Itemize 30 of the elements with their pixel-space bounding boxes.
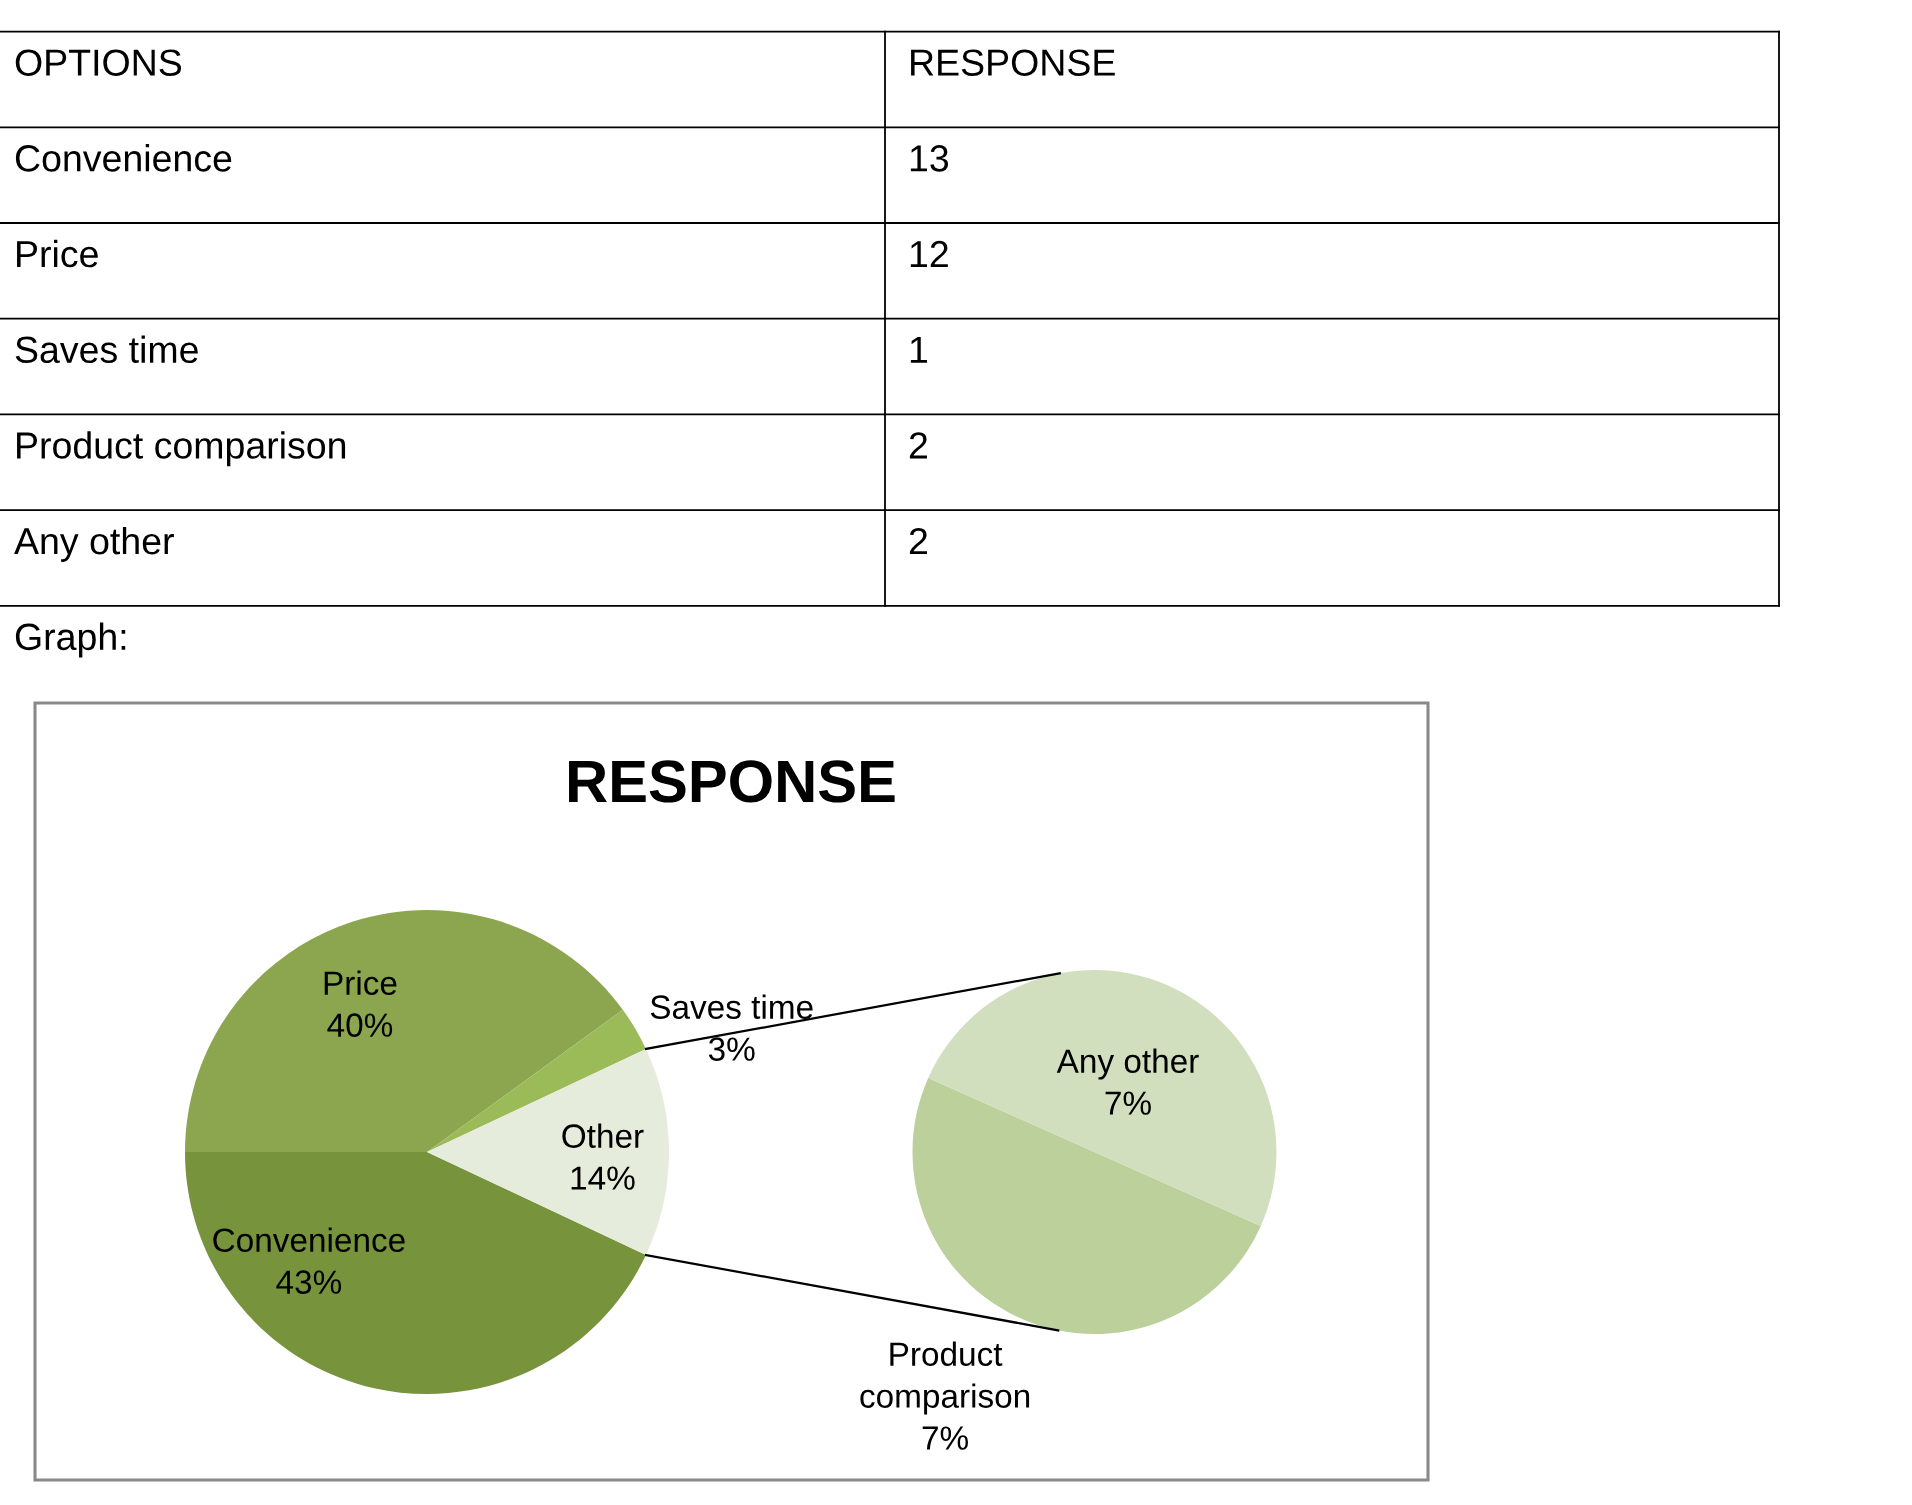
pie-slice — [185, 1152, 646, 1394]
data-label: 12 — [910, 240, 948, 267]
slice-label: Saves time — [650, 994, 813, 1019]
slice-label: Other — [562, 1123, 644, 1148]
data-label: 13 — [910, 145, 949, 172]
pie-slice — [928, 970, 1277, 1227]
data-label: 43% — [276, 1270, 342, 1294]
slice-label: Convenience — [213, 1227, 405, 1253]
slice-label: Any other — [1056, 1048, 1199, 1080]
text: RESPONSE — [911, 49, 1115, 76]
data-label: 7% — [922, 1426, 968, 1450]
category-label: Any other — [14, 526, 174, 562]
data-label: 2 — [909, 432, 927, 459]
data-label: 3% — [708, 1037, 755, 1061]
text: Graph: — [15, 622, 126, 658]
category-label: Product comparison — [17, 431, 346, 467]
data-label: 40% — [327, 1013, 393, 1037]
data-label: 14% — [571, 1166, 635, 1190]
category-label: Convenience — [15, 144, 232, 172]
pie-slice — [427, 1048, 669, 1256]
data-label: 2 — [909, 527, 927, 555]
pie-slice — [427, 1009, 646, 1152]
data-label: 7% — [1105, 1091, 1151, 1115]
category-label: Saves time — [15, 335, 198, 364]
category-label: Price — [17, 239, 98, 268]
chart-title: RESPONSE — [569, 760, 895, 803]
slice-label: Product comparison — [860, 1341, 1030, 1415]
text: OPTIONS — [15, 49, 182, 76]
slice-label: Price — [324, 970, 397, 996]
data-label: 1 — [910, 336, 928, 363]
